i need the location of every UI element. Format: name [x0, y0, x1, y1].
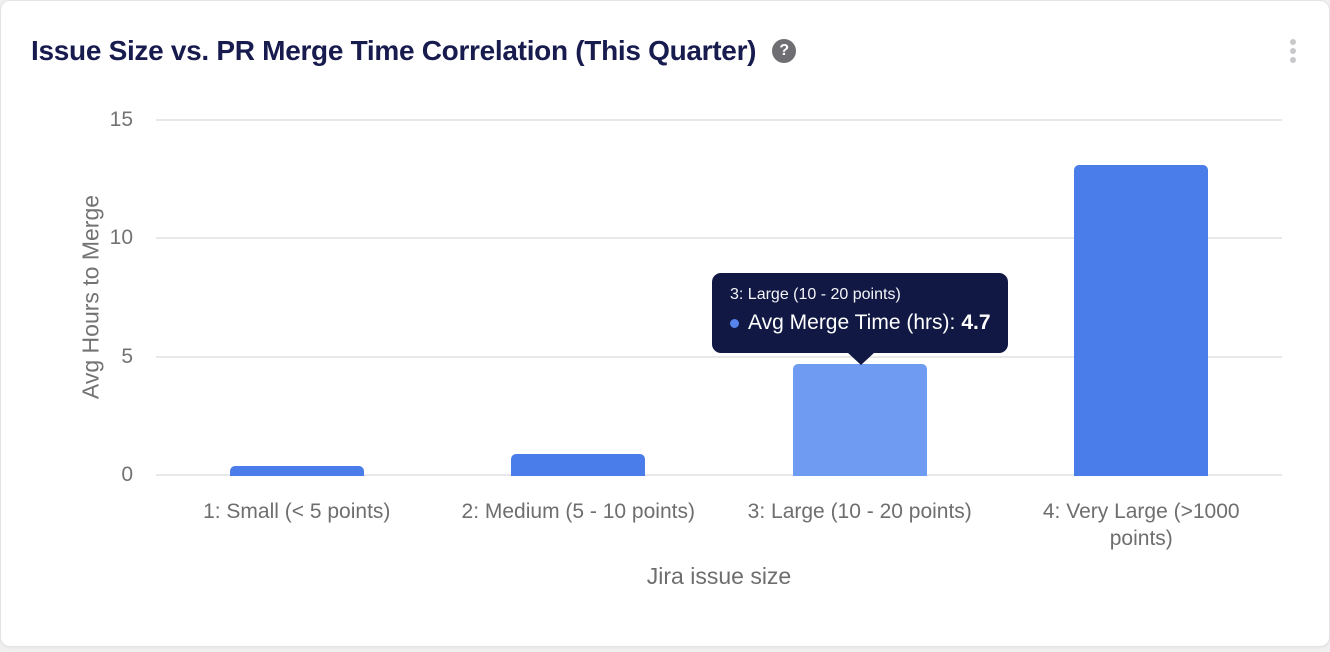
x-axis-title: Jira issue size	[646, 563, 792, 589]
bar-1[interactable]	[229, 465, 364, 476]
y-tick-label-10: 10	[109, 226, 133, 250]
tooltip-series-label: Avg Merge Time (hrs):	[748, 311, 956, 334]
tooltip-value: 4.7	[961, 311, 991, 334]
gridline-y15	[156, 119, 1282, 121]
chart-title: Issue Size vs. PR Merge Time Correlation…	[31, 35, 757, 66]
tooltip: 3: Large (10 - 20 points) Avg Merge Time…	[712, 273, 1008, 365]
y-tick-label-15: 15	[109, 108, 133, 131]
bar-4[interactable]	[1074, 164, 1209, 476]
plot-area	[156, 119, 1282, 476]
kebab-menu-icon[interactable]	[1281, 36, 1305, 66]
gridline-y10	[156, 237, 1282, 240]
x-category-label-3: 3: Large (10 - 20 points)	[747, 500, 972, 523]
y-tick-label-5: 5	[121, 344, 133, 368]
kebab-dot	[1290, 39, 1296, 45]
bar-2[interactable]	[511, 453, 646, 476]
bar-3[interactable]	[792, 363, 927, 476]
y-tick-label-0: 0	[121, 463, 133, 486]
x-category-label-2: 2: Medium (5 - 10 points)	[461, 500, 695, 523]
tooltip-caret	[847, 352, 875, 365]
gridline-y0	[156, 474, 1282, 476]
question-mark-glyph: ?	[779, 42, 790, 59]
card-header: Issue Size vs. PR Merge Time Correlation…	[31, 31, 1305, 71]
kebab-dot	[1290, 57, 1296, 63]
x-category-label-1: 1: Small (< 5 points)	[203, 500, 391, 523]
tooltip-category: 3: Large (10 - 20 points)	[730, 286, 901, 303]
tooltip-series-row: Avg Merge Time (hrs): 4.7	[730, 311, 991, 335]
help-icon[interactable]: ?	[772, 39, 797, 63]
kebab-dot	[1290, 48, 1296, 54]
tooltip-series-marker-icon	[730, 318, 739, 328]
x-category-label-4: 4: Very Large (>1000 points)	[1042, 500, 1240, 550]
gridline-y5	[156, 355, 1282, 358]
